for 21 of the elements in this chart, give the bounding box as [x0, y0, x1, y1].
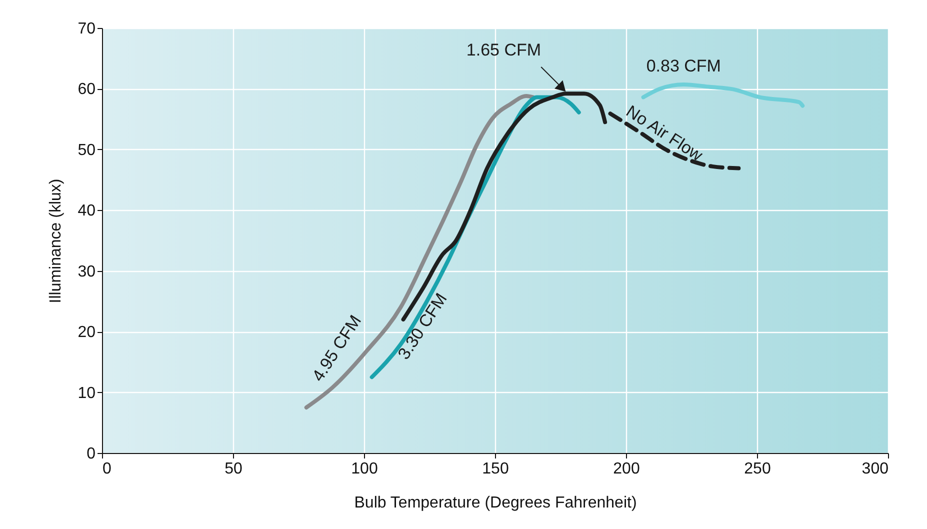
x-tick-label: 50	[224, 460, 242, 478]
y-tick-label: 50	[78, 142, 96, 159]
x-tick-label: 250	[744, 460, 771, 478]
y-tick-label: 30	[78, 263, 96, 280]
text: No Air Flow	[622, 102, 707, 166]
y-tick-label: 20	[78, 324, 96, 342]
y-tick-label: 70	[78, 20, 96, 38]
x-tick-label: 200	[613, 460, 640, 478]
series-label: 0.83 CFM	[646, 56, 721, 76]
x-tick-label: 150	[482, 460, 509, 478]
y-tick-label: 10	[78, 384, 96, 402]
x-tick-label: 300	[862, 460, 889, 478]
x-axis-title: Bulb Temperature (Degrees Fahrenheit)	[354, 494, 637, 512]
y-tick-label: 0	[86, 446, 96, 462]
text: 1.65 CFM	[466, 40, 542, 60]
y-tick-label: 60	[78, 81, 96, 98]
line-series	[304, 94, 535, 410]
x-tick-label: 100	[351, 460, 378, 478]
y-tick-label: 40	[78, 202, 96, 220]
x-tick-label: 0	[102, 460, 112, 478]
y-axis-title: Illuminance (klux)	[48, 178, 65, 304]
